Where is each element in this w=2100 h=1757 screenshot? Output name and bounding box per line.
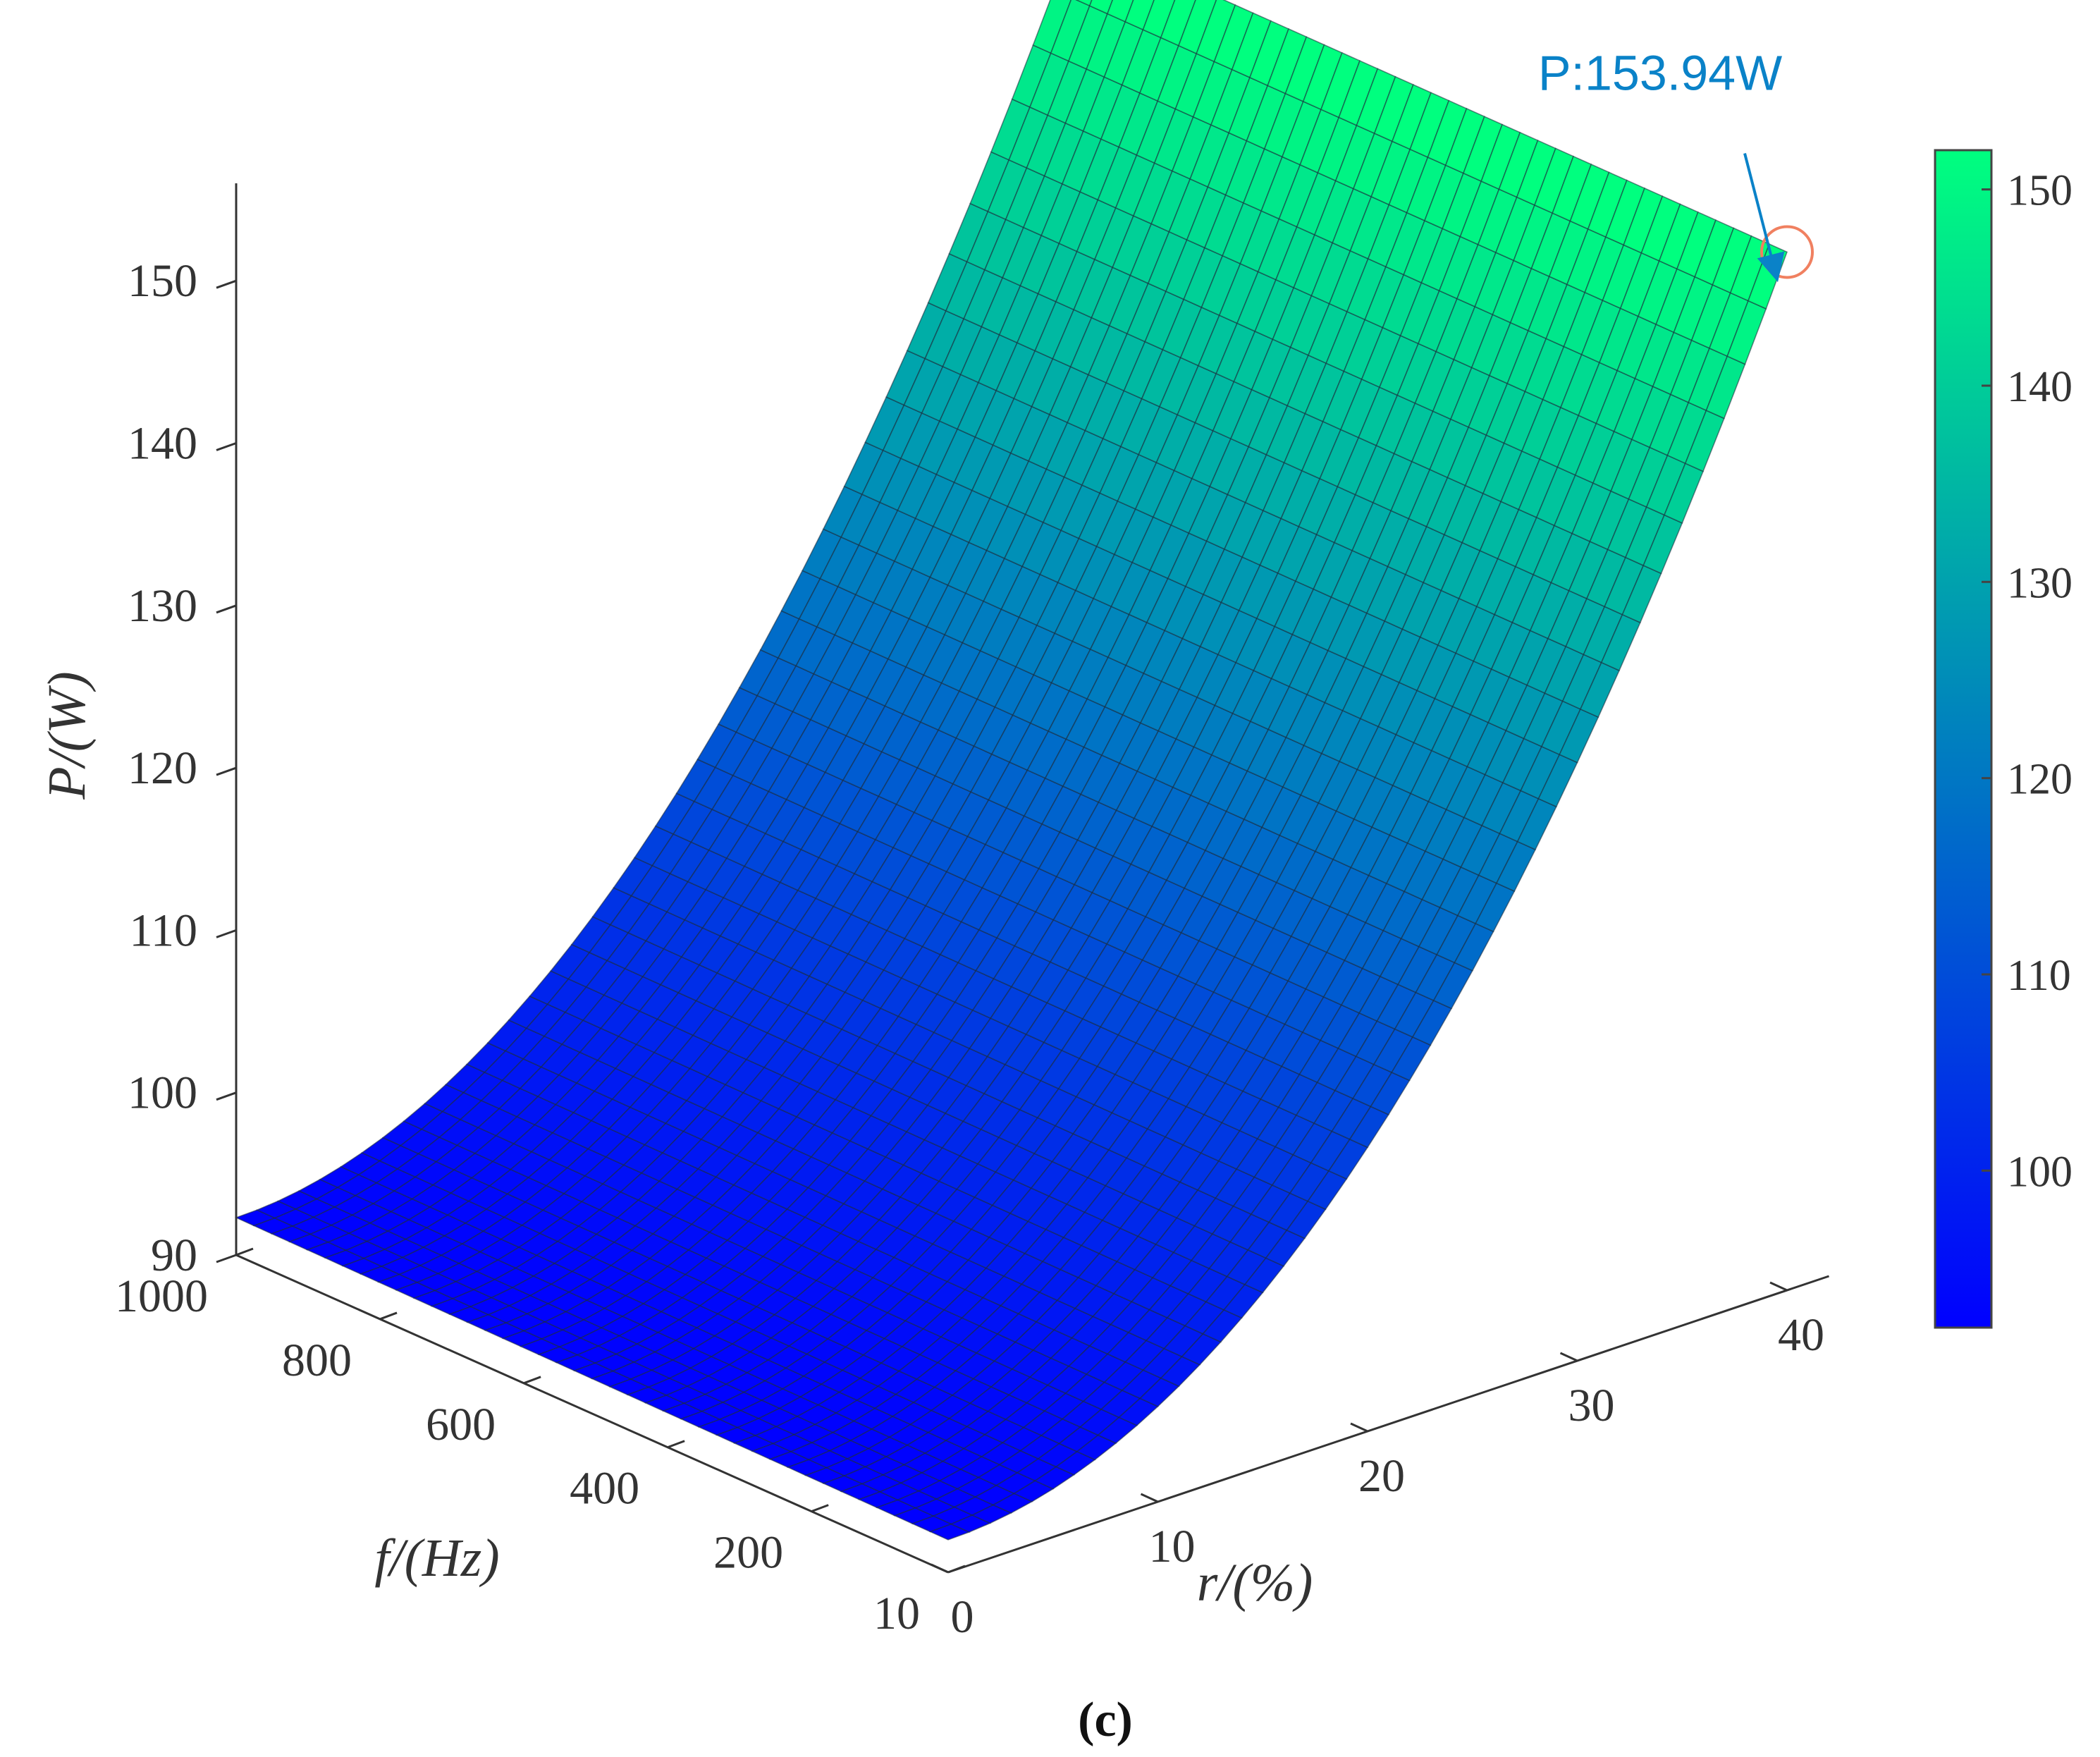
f-tick (523, 1376, 541, 1385)
z-tick-label: 150 (128, 255, 197, 307)
z-tick-label: 130 (128, 580, 197, 632)
f-axis-line (235, 1254, 949, 1574)
f-tick-label: 400 (570, 1463, 639, 1514)
f-tick (811, 1504, 829, 1513)
r-tick-label: 10 (1149, 1521, 1196, 1572)
colorbar-tick-label: 150 (2007, 167, 2073, 215)
f-tick (667, 1440, 685, 1449)
colorbar-tick-label: 120 (2007, 756, 2073, 804)
r-tick (1769, 1281, 1788, 1292)
z-tick (216, 279, 237, 289)
f-tick (379, 1311, 398, 1321)
r-axis-line (947, 1275, 1829, 1574)
annotation-arrow (1743, 152, 1785, 283)
colorbar-tick-label: 100 (2007, 1148, 2073, 1196)
surface-layer (234, 0, 1788, 1541)
z-axis-label: P/(W) (37, 671, 97, 800)
r-tick (1350, 1422, 1368, 1433)
f-tick-label: 10 (873, 1588, 920, 1639)
z-tick (216, 442, 237, 451)
surface-patch (1075, 0, 1093, 7)
f-tick-label: 600 (426, 1399, 496, 1450)
annotation-label: P:153.94W (1538, 45, 1782, 100)
f-tick (235, 1247, 254, 1256)
r-axis-label: r/(%) (1197, 1553, 1313, 1612)
z-tick (216, 1091, 237, 1101)
r-tick (1559, 1352, 1578, 1362)
axes-layer: 90100110120130140150P/(W)102004006008001… (37, 183, 1829, 1643)
f-tick-label: 1000 (115, 1271, 208, 1322)
r-tick-label: 0 (951, 1591, 974, 1643)
r-tick-label: 30 (1568, 1380, 1615, 1431)
surface-patch (1142, 0, 1176, 39)
f-axis-label: f/(Hz) (374, 1529, 499, 1588)
colorbar-tick-label: 110 (2007, 952, 2071, 1000)
z-tick-label: 100 (128, 1067, 197, 1119)
z-tick-label: 90 (151, 1230, 197, 1281)
r-tick-label: 20 (1358, 1450, 1405, 1502)
surface-patch (1088, 0, 1114, 15)
z-tick (216, 766, 237, 776)
annotation-layer: P:154.03WP:153.94W (1538, 45, 1814, 283)
colorbar-tick-label: 130 (2007, 559, 2073, 607)
r-tick (931, 1563, 949, 1574)
colorbar: 100 110 120 130 140 150 (1934, 149, 2073, 1329)
f-tick-label: 800 (282, 1335, 352, 1386)
colorbar-ticks: 100 110 120 130 140 150 (1982, 167, 2073, 1196)
z-tick-label: 110 (129, 905, 197, 956)
f-tick-label: 200 (713, 1527, 783, 1579)
r-tick (1140, 1493, 1159, 1503)
colorbar-tick-label: 140 (2007, 363, 2073, 411)
z-tick (216, 1254, 237, 1263)
z-tick (216, 604, 237, 614)
surface-patch (1124, 0, 1155, 31)
z-tick-label: 120 (128, 742, 197, 794)
z-tick (216, 929, 237, 938)
z-tick-label: 140 (128, 417, 197, 469)
figure-caption: (c) (1078, 1693, 1133, 1747)
r-tick-label: 40 (1778, 1309, 1824, 1361)
colorbar-gradient (1934, 149, 1993, 1329)
